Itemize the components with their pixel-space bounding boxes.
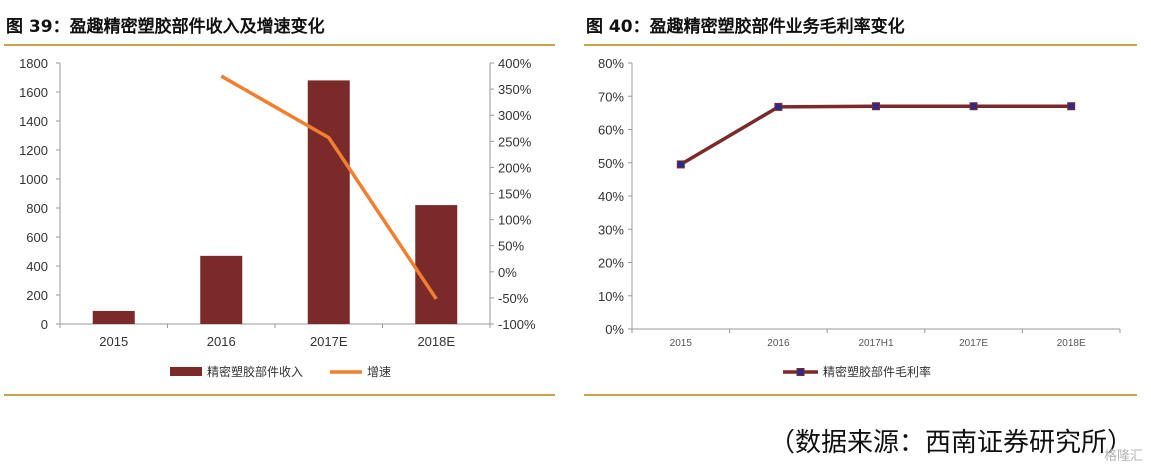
- right-axis-tick-label: 0%: [498, 265, 517, 280]
- x-axis-tick-label: 2017E: [959, 338, 988, 349]
- figure-40-bottom-rule: [584, 394, 1137, 396]
- figure-40-top-rule: [584, 44, 1137, 46]
- left-axis-tick-label: 1600: [19, 85, 48, 100]
- watermark: 格隆汇: [1103, 449, 1143, 464]
- y-axis-tick-label: 40%: [598, 189, 624, 204]
- revenue-bar: [415, 205, 458, 324]
- left-axis-tick-label: 1400: [19, 114, 48, 129]
- gross-margin-chart: 0% 10% 20% 30% 40% 50% 60% 70% 80% 2015 2016 2017H1…: [598, 56, 1121, 379]
- x-axis-tick-label: 2015: [99, 334, 128, 349]
- right-axis-tick-label: 350%: [498, 82, 532, 97]
- revenue-bar: [92, 310, 135, 324]
- x-axis-tick-label: 2018E: [417, 334, 455, 349]
- source-note: （数据来源：西南证券研究所）: [768, 428, 1133, 458]
- y-axis-tick-label: 60%: [598, 123, 624, 138]
- legend-growth-label: 增速: [367, 365, 391, 379]
- gross-margin-point: [774, 102, 783, 111]
- legend-revenue-swatch: [170, 367, 202, 376]
- revenue-growth-chart: 0 200 400 600 800 1000 1200 1400 1600 1800 -100% -5…: [19, 56, 536, 379]
- right-axis-tick-label: 300%: [498, 108, 532, 123]
- gross-margin-point: [676, 160, 685, 169]
- y-axis-tick-label: 20%: [598, 256, 624, 271]
- y-axis-tick-label: 70%: [598, 89, 624, 104]
- x-axis-tick-label: 2017H1: [858, 338, 893, 349]
- legend-revenue-label: 精密塑胶部件收入: [207, 364, 303, 379]
- revenue-bar: [200, 255, 243, 324]
- right-axis-tick-label: 400%: [498, 56, 532, 71]
- y-axis-tick-label: 0%: [605, 322, 624, 337]
- legend-margin-label: 精密塑胶部件毛利率: [823, 364, 931, 379]
- right-axis-tick-label: 100%: [498, 213, 532, 228]
- right-axis-tick-label: 200%: [498, 160, 532, 175]
- figure-39-bottom-rule: [4, 394, 555, 396]
- left-axis-tick-label: 1800: [19, 56, 48, 71]
- revenue-bar: [307, 80, 350, 325]
- gross-margin-point: [1067, 102, 1076, 111]
- gross-margin-line: [679, 104, 1072, 166]
- x-axis-tick-label: 2016: [207, 334, 236, 349]
- right-axis-tick-label: -50%: [498, 291, 529, 306]
- x-axis-tick-label: 2017E: [310, 334, 348, 349]
- figure-40-title: 图 40：盈趣精密塑胶部件业务毛利率变化: [586, 17, 905, 37]
- figure-39-title: 图 39：盈趣精密塑胶部件收入及增速变化: [6, 17, 325, 37]
- growth-rate-line: [220, 74, 438, 300]
- y-axis-tick-label: 30%: [598, 222, 624, 237]
- legend-margin-marker: [796, 368, 805, 376]
- gross-margin-point: [872, 102, 880, 111]
- left-axis-tick-label: 200: [26, 288, 48, 303]
- left-axis-tick-label: 800: [26, 201, 48, 216]
- gross-margin-point: [969, 102, 978, 111]
- figure-39-top-rule: [4, 44, 555, 46]
- left-axis-tick-label: 0: [41, 317, 48, 332]
- right-axis-tick-label: 50%: [498, 239, 524, 254]
- y-axis-tick-label: 50%: [598, 156, 624, 171]
- right-axis-tick-label: 250%: [498, 134, 532, 149]
- x-axis-tick-label: 2015: [670, 338, 693, 349]
- right-axis-tick-label: -100%: [498, 317, 536, 332]
- left-axis-tick-label: 1000: [19, 172, 48, 187]
- y-axis-tick-label: 10%: [598, 289, 624, 304]
- left-axis-tick-label: 400: [26, 259, 48, 274]
- y-axis-tick-label: 80%: [598, 56, 624, 71]
- x-axis-tick-label: 2016: [767, 338, 790, 349]
- right-axis-tick-label: 150%: [498, 187, 532, 202]
- left-axis-tick-label: 600: [26, 230, 48, 245]
- x-axis-tick-label: 2018E: [1057, 338, 1086, 349]
- left-axis-tick-label: 1200: [19, 143, 48, 158]
